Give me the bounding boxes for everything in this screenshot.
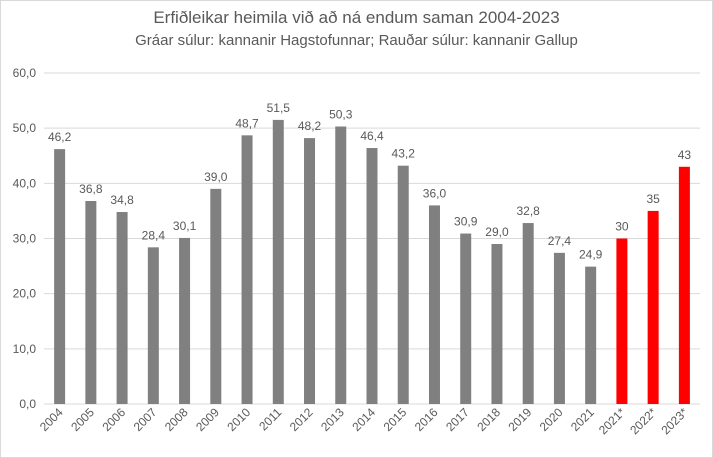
x-tick-label: 2006 [99,405,128,434]
bar-2005 [85,200,97,404]
data-label: 29,0 [485,225,509,239]
bar-2016 [428,205,440,404]
x-tick-label: 2018 [474,405,503,434]
bar-2006 [116,212,128,404]
data-label: 43,2 [392,147,416,161]
bar-2012 [304,138,316,404]
data-label: 46,4 [360,129,384,143]
bar-2021 [585,266,597,404]
x-axis-tick-labels: 2004 2005 2006 2007 2008 2009 2010 2011 2012 2013… [37,405,691,437]
y-tick-label: 10,0 [13,342,37,356]
data-label: 51,5 [267,101,291,115]
x-tick-label: 2013 [318,405,347,434]
data-label: 50,3 [329,108,353,122]
x-tick-label: 2021 [568,405,597,434]
bar-2007 [147,247,159,404]
x-tick-label: 2014 [349,405,378,434]
bar-2011 [272,119,284,405]
data-labels: 46,2 36,8 34,8 28,4 30,1 39,0 48,7 51,5 48,2 50,3… [48,101,691,262]
data-label: 32,8 [517,204,541,218]
data-label: 34,8 [110,193,134,207]
bar-2018 [491,244,503,404]
x-tick-label: 2023* [658,405,690,437]
bar-2013 [335,126,347,405]
bar-2004 [54,149,66,404]
bar-2010 [241,135,253,405]
x-tick-label: 2008 [162,405,191,434]
x-tick-label: 2015 [381,405,410,434]
bar-2009 [210,188,222,404]
y-tick-label: 20,0 [13,287,37,301]
bar-2015 [397,165,409,404]
y-tick-label: 30,0 [13,232,37,246]
x-tick-label: 2010 [224,405,253,434]
data-label: 28,4 [142,228,166,242]
bar-2022-star [647,210,659,404]
data-label: 30 [615,220,629,234]
chart-subtitle: Gráar súlur: kannanir Hagstofunnar; Rauð… [135,32,578,49]
bar-2017 [460,233,472,404]
data-label: 27,4 [548,234,572,248]
x-tick-label: 2004 [37,405,66,434]
bar-2020 [553,252,565,404]
data-label: 35 [646,192,660,206]
x-tick-label: 2019 [506,405,535,434]
x-tick-label: 2017 [443,405,472,434]
y-axis-tick-labels: 0,0 10,0 20,0 30,0 40,0 50,0 60,0 [13,66,37,411]
x-tick-label: 2012 [287,405,316,434]
data-label: 48,2 [298,119,322,133]
x-tick-label: 2007 [131,405,160,434]
x-tick-label: 2021* [596,405,628,437]
bar-2023-star [678,166,690,404]
bar-2019 [522,223,534,404]
data-label: 36,8 [79,182,103,196]
y-tick-label: 0,0 [19,397,36,411]
data-label: 24,9 [579,248,603,262]
data-label: 46,2 [48,130,72,144]
x-tick-label: 2016 [412,405,441,434]
data-label: 30,1 [173,219,197,233]
data-label: 36,0 [423,186,447,200]
bar-2008 [179,237,191,404]
bar-2021-star [616,238,628,404]
bar-2014 [366,148,378,404]
x-tick-label: 2005 [68,405,97,434]
bars [54,119,690,405]
y-tick-label: 40,0 [13,176,37,190]
y-tick-label: 60,0 [13,66,37,80]
x-tick-label: 2011 [256,405,284,433]
chart-title: Erfiðleikar heimila við að ná endum sama… [153,8,560,27]
data-label: 30,9 [454,215,478,229]
x-tick-label: 2009 [193,405,222,434]
x-tick-label: 2020 [537,405,566,434]
data-label: 43 [678,148,692,162]
y-tick-label: 50,0 [13,121,37,135]
data-label: 48,7 [235,116,259,130]
data-label: 39,0 [204,170,228,184]
x-tick-label: 2022* [627,405,659,437]
